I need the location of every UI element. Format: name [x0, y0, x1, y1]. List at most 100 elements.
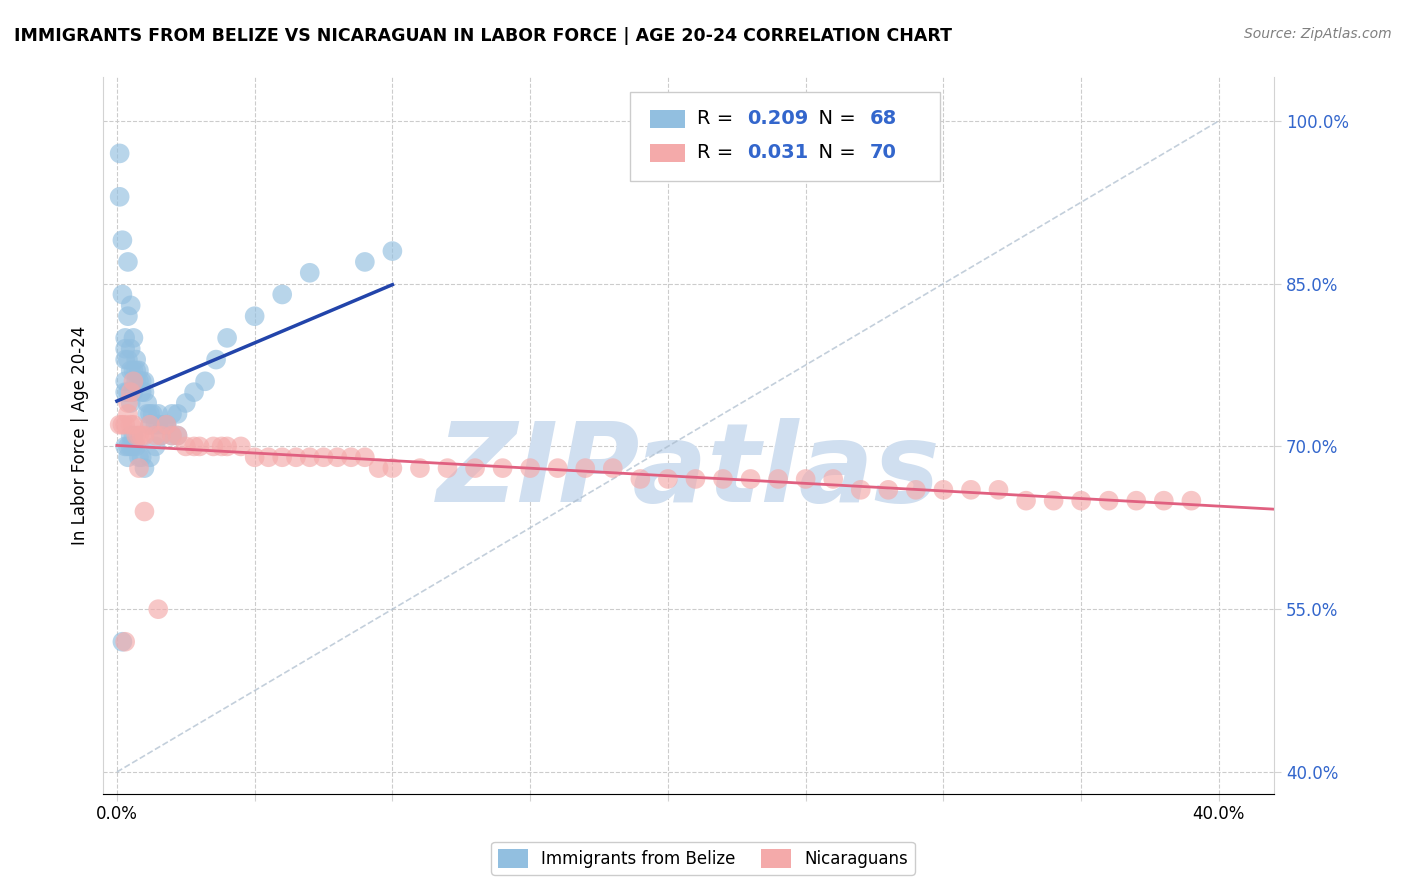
Point [139, 450, 162, 465]
Point [217, 331, 239, 345]
Point [120, 417, 142, 432]
Point [217, 439, 239, 453]
Point [1098, 493, 1121, 508]
Point [904, 483, 927, 497]
Point [243, 309, 266, 323]
Point [111, 233, 134, 247]
Point [134, 428, 156, 442]
Point [1153, 493, 1175, 508]
Point [326, 450, 349, 465]
Point [134, 374, 156, 388]
Point [155, 417, 177, 432]
Text: N =: N = [806, 110, 862, 128]
Point [145, 439, 167, 453]
Point [122, 439, 145, 453]
Point [229, 439, 252, 453]
FancyBboxPatch shape [630, 92, 941, 181]
Point [142, 407, 165, 421]
Bar [650, 144, 685, 161]
Point [1125, 493, 1147, 508]
Point [122, 331, 145, 345]
Point [174, 396, 197, 410]
Point [128, 450, 150, 465]
Point [139, 417, 162, 432]
Text: R =: R = [697, 143, 740, 162]
Point [128, 374, 150, 388]
Point [125, 428, 148, 442]
Text: N =: N = [806, 143, 862, 162]
Point [285, 450, 308, 465]
Point [114, 385, 136, 400]
Point [120, 385, 142, 400]
Point [464, 461, 486, 475]
Point [353, 450, 375, 465]
Point [122, 363, 145, 377]
Point [114, 439, 136, 453]
Point [117, 396, 139, 410]
Point [257, 450, 280, 465]
Point [155, 417, 177, 432]
Point [381, 461, 404, 475]
Point [117, 407, 139, 421]
Point [111, 417, 134, 432]
Point [243, 450, 266, 465]
Point [166, 428, 188, 442]
Point [108, 146, 131, 161]
Point [381, 244, 404, 258]
Point [960, 483, 983, 497]
Point [1070, 493, 1092, 508]
Point [1042, 493, 1064, 508]
Text: 70: 70 [870, 143, 897, 162]
Point [657, 472, 679, 486]
Text: R =: R = [697, 110, 740, 128]
Point [160, 407, 183, 421]
Point [932, 483, 955, 497]
Point [125, 374, 148, 388]
Point [155, 417, 177, 432]
Point [148, 602, 170, 616]
Point [108, 190, 131, 204]
Point [340, 450, 363, 465]
Point [271, 450, 294, 465]
Point [436, 461, 458, 475]
Point [125, 363, 148, 377]
Point [131, 374, 153, 388]
Point [117, 352, 139, 367]
Point [125, 352, 148, 367]
Point [547, 461, 569, 475]
Point [108, 417, 131, 432]
Point [131, 450, 153, 465]
Point [174, 439, 197, 453]
Point [120, 396, 142, 410]
Point [145, 417, 167, 432]
Point [114, 374, 136, 388]
Point [120, 342, 142, 356]
Point [134, 504, 156, 518]
Point [131, 385, 153, 400]
Point [145, 428, 167, 442]
Point [148, 407, 170, 421]
Point [298, 266, 321, 280]
Point [114, 352, 136, 367]
Bar [650, 110, 685, 128]
Point [134, 461, 156, 475]
Text: ZIPatlas: ZIPatlas [437, 417, 941, 524]
Point [114, 417, 136, 432]
Text: 0.209: 0.209 [747, 110, 808, 128]
Point [491, 461, 513, 475]
Point [298, 450, 321, 465]
Point [987, 483, 1010, 497]
Point [602, 461, 624, 475]
Point [574, 461, 596, 475]
Point [114, 342, 136, 356]
Point [136, 396, 159, 410]
Point [131, 428, 153, 442]
Point [122, 428, 145, 442]
Point [122, 385, 145, 400]
Point [149, 428, 172, 442]
Point [794, 472, 817, 486]
Point [766, 472, 789, 486]
Point [271, 287, 294, 301]
Legend: Immigrants from Belize, Nicaraguans: Immigrants from Belize, Nicaraguans [492, 842, 914, 875]
Point [211, 439, 233, 453]
